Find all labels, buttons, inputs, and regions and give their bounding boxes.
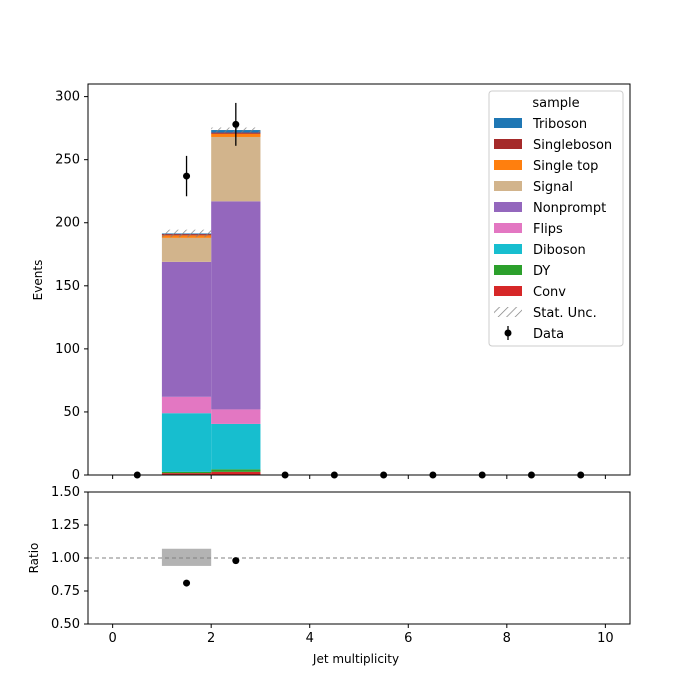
legend-label-data: Data — [533, 327, 564, 342]
x-tick-label-1: 2 — [207, 631, 215, 646]
legend-swatch-conv — [494, 286, 522, 296]
ratio-unc-bin-0 — [161, 548, 212, 566]
ratio-point-1 — [232, 557, 240, 565]
legend-title: sample — [532, 96, 579, 111]
bar-dy-bin-1 — [161, 471, 212, 474]
legend-swatch-nonprompt — [494, 202, 522, 212]
y-tick-label-1: 50 — [63, 405, 80, 420]
main-axes: 0 50 100 150 200 250 300 — [55, 90, 606, 483]
legend: sample Triboson Singleboson Single top Sign… — [488, 90, 624, 347]
legend-label-nonprompt: Nonprompt — [533, 201, 606, 216]
legend-swatch-triboson — [494, 118, 522, 128]
ratio-y-tick-label-2: 1.00 — [51, 551, 80, 566]
x-tick-label-0: 0 — [108, 631, 116, 646]
bar-signal-bin-1 — [161, 237, 212, 262]
x-tick-label-2: 4 — [306, 631, 314, 646]
y-tick-label-3: 150 — [55, 279, 80, 294]
main-bars — [161, 130, 261, 475]
legend-swatch-single-top — [494, 160, 522, 170]
legend-label-triboson: Triboson — [532, 117, 587, 132]
legend-swatch-singleboson — [494, 139, 522, 149]
x-tick-label-5: 10 — [597, 631, 614, 646]
y-tick-label-0: 0 — [72, 468, 80, 483]
bar-nonprompt-bin-1 — [161, 261, 212, 397]
legend-label-stat-unc: Stat. Unc. — [533, 306, 597, 321]
legend-label-conv: Conv — [533, 285, 566, 300]
bar-flips-bin-1 — [161, 396, 212, 414]
y-tick-label-5: 250 — [55, 153, 80, 168]
bar-signal-bin-2 — [211, 136, 261, 202]
legend-swatch-signal — [494, 181, 522, 191]
ratio-points — [183, 557, 240, 587]
y-tick-label-4: 200 — [55, 216, 80, 231]
ratio-point-0 — [183, 579, 191, 587]
ratio-y-axis-label: Ratio — [27, 543, 41, 574]
bar-diboson-bin-1 — [161, 413, 212, 472]
ratio-unc-band — [161, 548, 212, 566]
main-plot-frame — [87, 83, 631, 476]
legend-frame — [488, 90, 624, 347]
legend-swatch-flips — [494, 223, 522, 233]
bar-nonprompt-bin-2 — [211, 201, 261, 410]
y-tick-label-6: 300 — [55, 90, 80, 105]
x-axis-label: Jet multiplicity — [312, 652, 399, 666]
legend-swatch-diboson — [494, 244, 522, 254]
stat-unc-bin-1 — [161, 229, 212, 238]
legend-label-dy: DY — [533, 264, 550, 279]
bar-diboson-bin-2 — [211, 423, 261, 470]
data-point-2 — [232, 120, 240, 128]
bar-dy-bin-2 — [211, 469, 261, 472]
legend-label-flips: Flips — [533, 222, 563, 237]
bar-conv-bin-1 — [161, 473, 212, 475]
legend-label-singleboson: Singleboson — [533, 138, 612, 153]
ratio-y-tick-label-1: 0.75 — [51, 584, 80, 599]
x-tick-label-3: 6 — [404, 631, 412, 646]
legend-label-single-top: Single top — [533, 159, 598, 174]
y-tick-label-2: 100 — [55, 342, 80, 357]
y-axis-label: Events — [31, 260, 45, 301]
legend-swatch-stat-unc — [494, 307, 522, 317]
data-point-1 — [183, 172, 191, 180]
legend-label-diboson: Diboson — [533, 243, 586, 258]
legend-swatch-dy — [494, 265, 522, 275]
legend-label-signal: Signal — [533, 180, 573, 195]
bar-conv-bin-2 — [211, 471, 261, 475]
ratio-axes: 0.50 0.75 1.00 1.25 1.50 0 2 4 6 8 10 — [51, 485, 614, 646]
ratio-y-tick-label-0: 0.50 — [51, 617, 80, 632]
ratio-y-tick-label-4: 1.50 — [51, 485, 80, 500]
legend-marker-data — [504, 329, 512, 337]
bar-flips-bin-2 — [211, 409, 261, 424]
x-tick-label-4: 8 — [503, 631, 511, 646]
ratio-y-tick-label-3: 1.25 — [51, 518, 80, 533]
